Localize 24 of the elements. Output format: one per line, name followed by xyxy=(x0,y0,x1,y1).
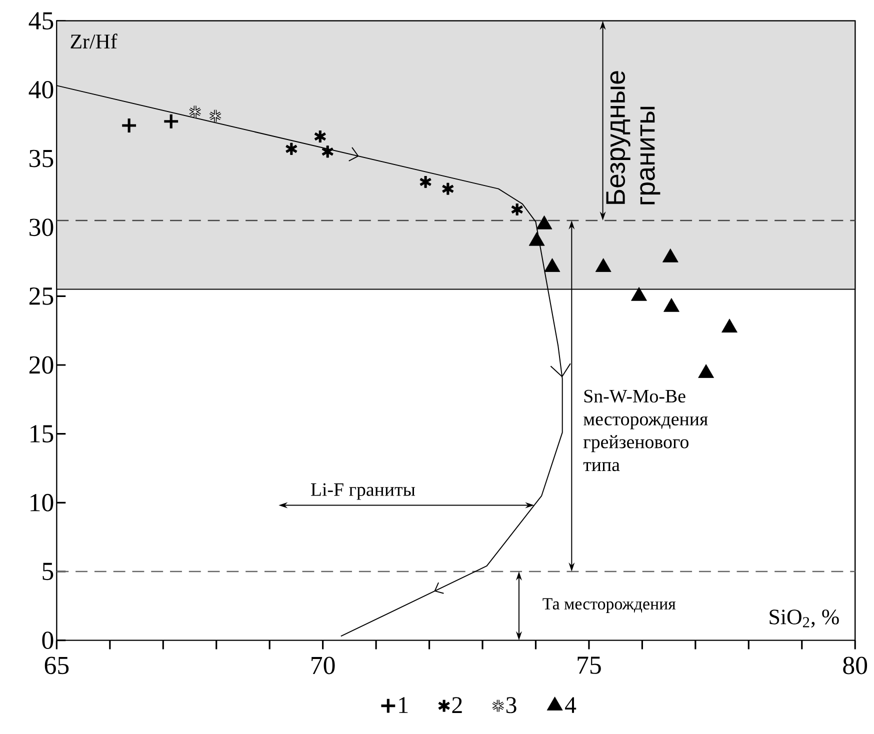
x-tick-label: 80 xyxy=(843,656,868,674)
annotation: Li-F граниты xyxy=(310,483,416,500)
annotation: Sn-W-Mo-Be месторождения грейзенового типа xyxy=(583,390,708,472)
y-tick-label: 35 xyxy=(30,150,54,168)
legend-label: 4 xyxy=(565,697,576,714)
y-tick-label: 10 xyxy=(30,494,54,512)
y-tick-label: 40 xyxy=(28,81,54,99)
y-axis-title: Zr/Hf xyxy=(70,34,118,49)
x-tick-label: 70 xyxy=(312,656,335,674)
x-tick-label: 75 xyxy=(578,656,601,674)
annotation: Безрудные граниты xyxy=(606,71,660,204)
y-tick-label: 30 xyxy=(30,218,54,236)
y-tick-label: 20 xyxy=(29,356,54,374)
y-tick-label: 0 xyxy=(42,632,54,650)
y-tick-label: 15 xyxy=(30,425,54,443)
legend-label: 1 xyxy=(399,697,408,714)
y-tick-label: 5 xyxy=(42,563,54,580)
x-axis-title: SiO$_{2}$, % xyxy=(770,610,839,628)
annotation: Та месторождения xyxy=(542,598,676,614)
x-tick-label: 65 xyxy=(44,656,69,674)
legend-label: 3 xyxy=(506,697,516,714)
y-tick-label: 45 xyxy=(28,12,54,30)
legend-label: 2 xyxy=(452,697,462,714)
y-tick-label: 25 xyxy=(29,288,54,305)
